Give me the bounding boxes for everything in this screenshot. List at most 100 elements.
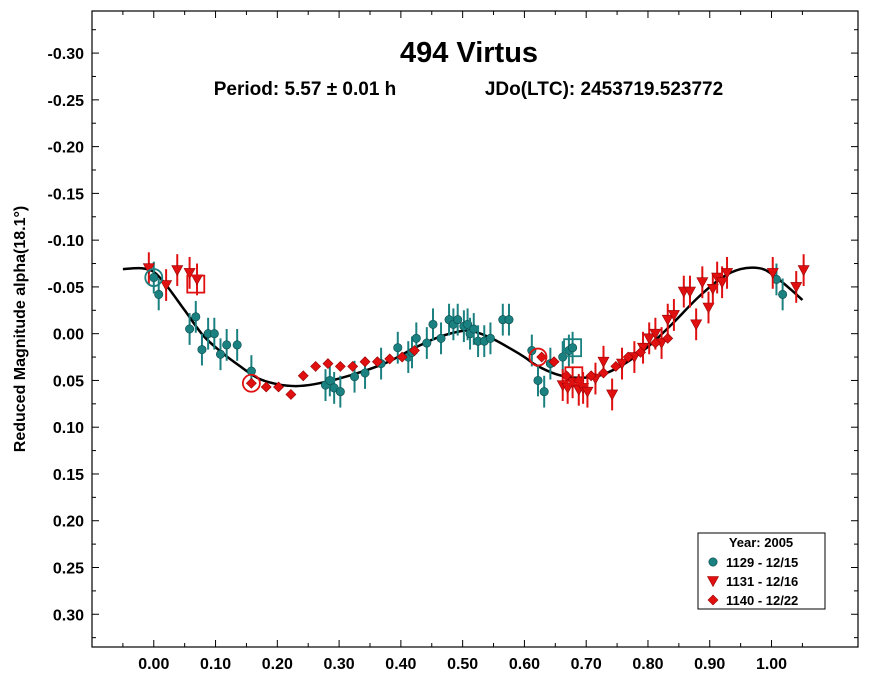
legend-label: 1131 - 12/16 [726, 574, 798, 589]
plot-frame [91, 10, 859, 648]
data-point [215, 349, 225, 359]
y-tick-label: -0.25 [48, 93, 85, 110]
data-point [485, 333, 495, 343]
legend-box [697, 532, 826, 610]
y-tick-label: 0.15 [53, 467, 84, 484]
data-point [778, 289, 788, 299]
data-point [683, 286, 696, 298]
data-point [469, 324, 479, 334]
x-tick-label: 1.00 [756, 656, 787, 673]
data-point [716, 277, 729, 289]
data-point [393, 343, 403, 353]
data-point [598, 367, 609, 379]
data-point [597, 356, 610, 368]
data-point [581, 386, 594, 398]
y-tick-label: 0.20 [53, 514, 84, 531]
data-point [706, 283, 719, 295]
legend: Year: 2005 1129 - 12/15 1131 - 12/16 1140 … [697, 532, 826, 610]
data-point [191, 312, 201, 322]
x-tick-label: 0.60 [509, 656, 540, 673]
data-point [568, 343, 578, 353]
highlight-square [564, 366, 584, 386]
data-point [347, 360, 359, 372]
data-point [422, 338, 432, 348]
legend-label: 1129 - 12/15 [726, 555, 798, 570]
data-point [350, 372, 360, 382]
x-tick-label: 0.20 [262, 656, 293, 673]
x-tick-label: 0.90 [694, 656, 725, 673]
data-point [334, 360, 346, 372]
data-point [667, 310, 680, 322]
data-point [396, 351, 408, 363]
legend-marker [707, 594, 719, 606]
data-point [533, 375, 543, 385]
data-point [297, 370, 309, 382]
y-tick-label: -0.20 [48, 140, 85, 157]
data-point [661, 314, 674, 326]
data-point [160, 280, 173, 292]
data-point [610, 360, 622, 372]
data-point [335, 387, 345, 397]
y-tick-label: 0.00 [53, 327, 84, 344]
data-point [539, 387, 549, 397]
highlight-circle [241, 373, 261, 393]
x-tick-label: 0.10 [200, 656, 231, 673]
y-tick-label: 0.30 [53, 607, 84, 624]
data-point [643, 333, 656, 345]
data-point [428, 319, 438, 329]
chart-subtitle-period: Period: 5.57 ± 0.01 h [214, 79, 397, 100]
data-point [149, 273, 159, 283]
data-point [325, 375, 335, 385]
data-point [797, 265, 810, 277]
y-tick-label: 0.10 [53, 420, 84, 437]
data-point [436, 333, 446, 343]
data-point [232, 340, 242, 350]
data-point [616, 358, 629, 370]
y-tick-label: -0.15 [48, 186, 85, 203]
y-tick-label: -0.10 [48, 233, 85, 250]
y-tick-label: 0.25 [53, 561, 84, 578]
data-point [635, 346, 646, 358]
data-point [453, 315, 463, 325]
data-point [504, 315, 514, 325]
data-point [622, 351, 634, 363]
x-axis: 0.00 0.10 0.20 0.30 0.40 0.50 0.60 0.70 0.80 0.90… [122, 11, 803, 673]
data-point [260, 381, 272, 393]
data-point [585, 370, 597, 382]
data-point [310, 360, 322, 372]
data-point [197, 345, 207, 355]
data-point [285, 389, 297, 400]
y-tick-label: 0.05 [53, 373, 84, 390]
data-point [409, 345, 420, 356]
highlight-square [563, 338, 583, 358]
data-point [222, 340, 232, 350]
highlight-square [186, 274, 206, 294]
legend-label: 1140 - 12/22 [726, 593, 798, 608]
x-tick-label: 0.50 [447, 656, 478, 673]
data-point [245, 377, 257, 389]
data-point [790, 282, 803, 294]
legend-marker [706, 576, 720, 588]
data-point [536, 351, 548, 363]
chart-title: 494 Virtus [400, 37, 538, 69]
data-point [690, 319, 703, 331]
data-point [371, 356, 383, 368]
data-point [696, 277, 709, 289]
x-tick-label: 0.40 [385, 656, 416, 673]
data-point [360, 368, 370, 378]
y-axis-label: Reduced Magnitude alpha(18.1°) [12, 206, 29, 452]
y-tick-label: -0.30 [48, 46, 85, 63]
data-point [561, 370, 572, 382]
data-point [766, 268, 779, 280]
data-point [171, 265, 184, 277]
data-point [322, 358, 334, 370]
data-point [662, 332, 674, 344]
data-point [702, 302, 715, 314]
data-point [185, 324, 195, 334]
data-point [359, 356, 371, 368]
x-tick-label: 0.80 [632, 656, 663, 673]
data-point [548, 356, 560, 368]
x-tick-label: 0.00 [138, 656, 169, 673]
legend-title: Year: 2005 [729, 535, 793, 550]
